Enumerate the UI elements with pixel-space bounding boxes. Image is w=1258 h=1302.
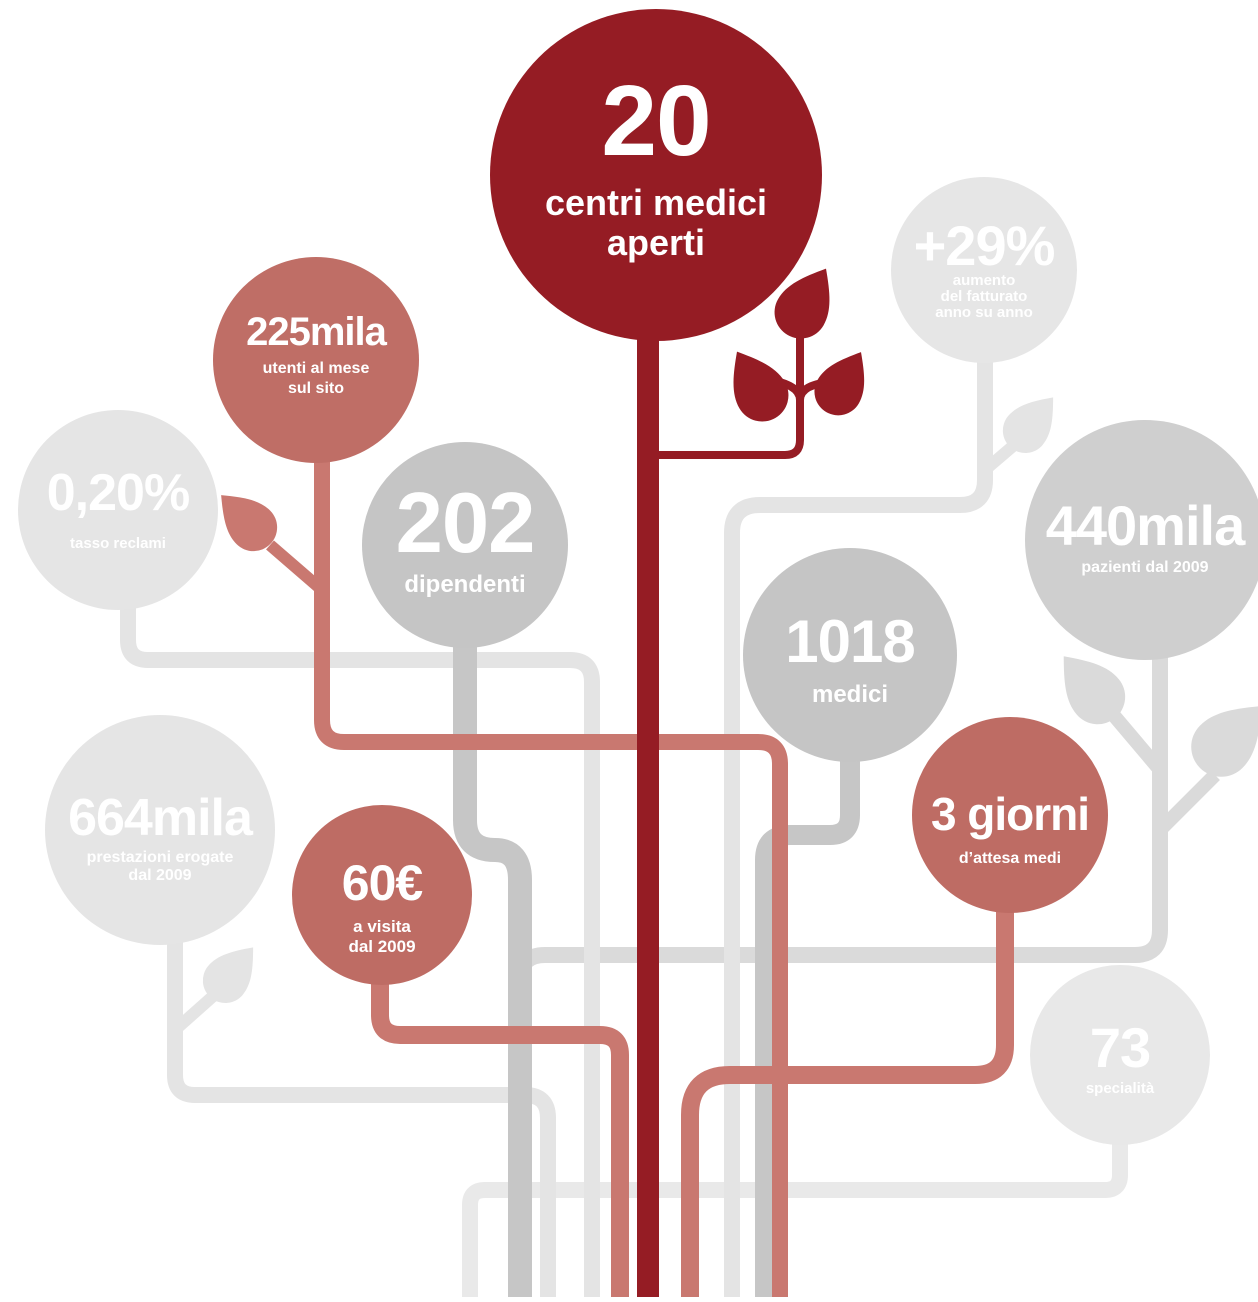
stat-label: tasso reclami — [70, 535, 166, 552]
leaf — [1179, 685, 1258, 789]
stat-label: anno su anno — [935, 304, 1033, 321]
stat-value: 225mila — [246, 310, 388, 354]
stat-label: dal 2009 — [128, 867, 191, 884]
stat-value: 440mila — [1046, 494, 1246, 557]
stat-label: dipendenti — [404, 571, 525, 598]
stat-label: aumento — [953, 272, 1016, 289]
stat-value: 202 — [396, 476, 535, 571]
stem — [470, 1140, 1120, 1297]
stat-value: 0,20% — [47, 464, 189, 522]
stat-node: 1018 medici — [743, 548, 957, 762]
infographic: 20 centri mediciaperti +29%aumentodel fatt… — [0, 0, 1258, 1297]
stat-label: dal 2009 — [348, 937, 415, 956]
stat-value: +29% — [914, 214, 1055, 277]
leaf — [714, 339, 798, 432]
stat-label: prestazioni erogate — [87, 849, 234, 866]
page: 20 centri mediciaperti +29%aumentodel fatt… — [0, 0, 1258, 1297]
stat-label: pazienti dal 2009 — [1081, 559, 1208, 576]
stat-label: centri medici — [545, 182, 767, 223]
stat-label: a visita — [353, 917, 411, 936]
stat-label: specialità — [1086, 1080, 1155, 1097]
stat-label: del fatturato — [941, 288, 1028, 305]
stat-label: medici — [812, 681, 888, 708]
stat-node: 3 giorni d’attesa medi — [912, 717, 1108, 913]
stat-label: sul sito — [288, 380, 344, 397]
stat-value: 60€ — [342, 855, 423, 911]
stat-value: 3 giorni — [931, 788, 1089, 840]
stat-node: 440mila pazienti dal 2009 — [1025, 420, 1258, 660]
stat-label: aperti — [607, 222, 705, 263]
stat-value: 20 — [601, 65, 710, 177]
stat-node: 225mila utenti al mese sul sito — [213, 257, 419, 463]
stat-value: 1018 — [785, 608, 914, 675]
stat-label: utenti al mese — [263, 360, 370, 377]
stat-value: 664mila — [68, 789, 254, 847]
stat-node: 0,20% tasso reclami — [18, 410, 218, 610]
stat-value: 73 — [1090, 1016, 1150, 1079]
leaf — [806, 340, 882, 424]
stat-label: d’attesa medi — [959, 850, 1061, 867]
